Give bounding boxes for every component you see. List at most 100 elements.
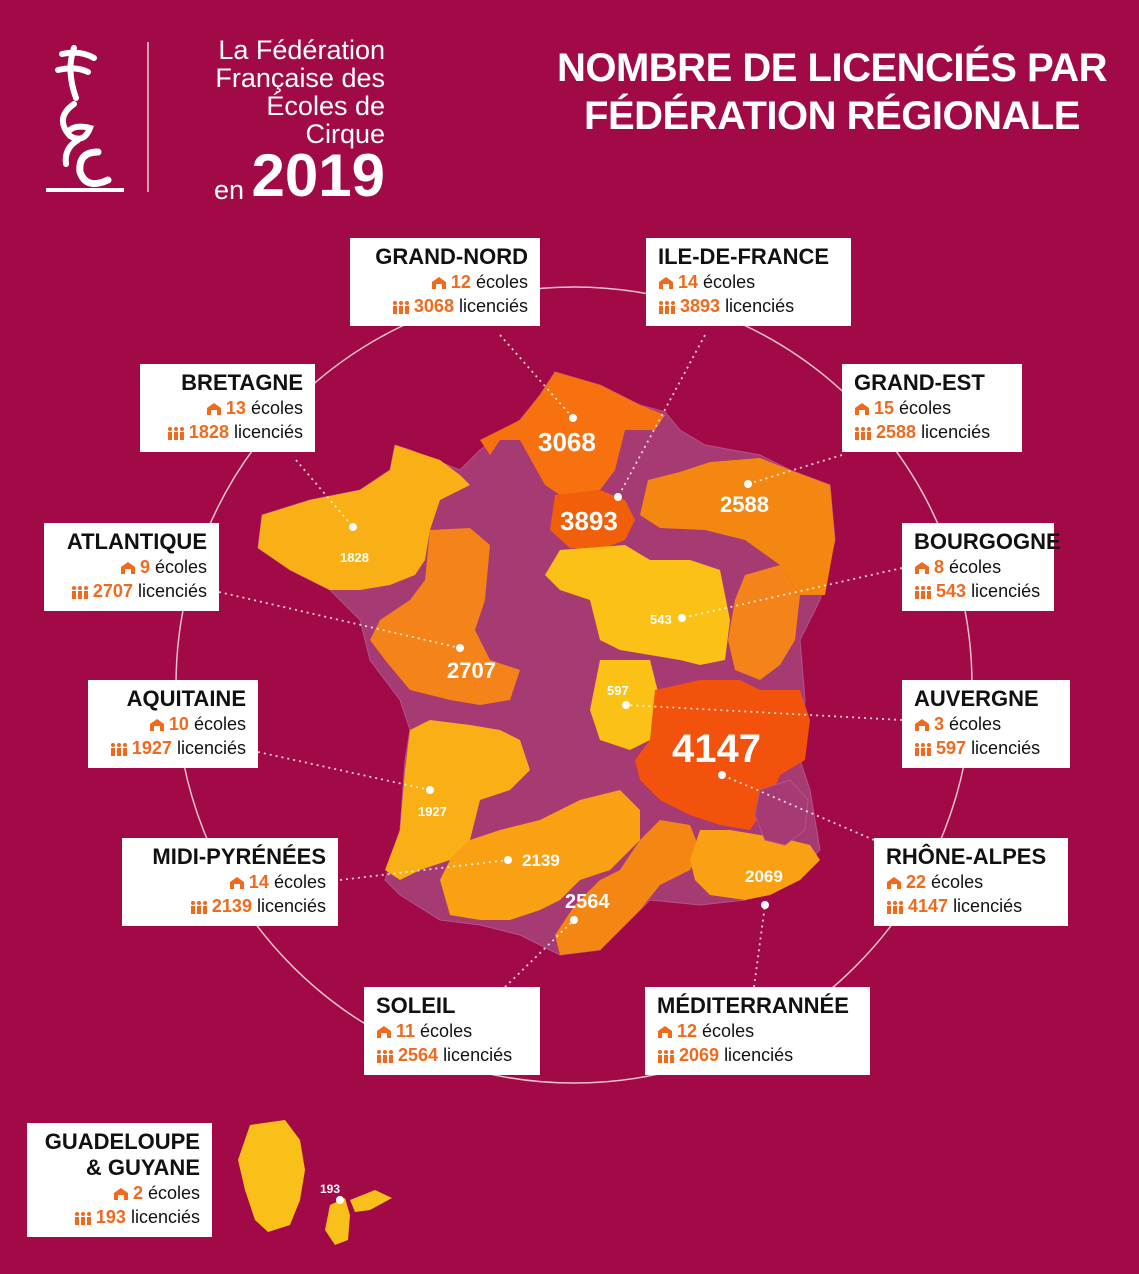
map-label-grand-nord: 3068: [538, 427, 596, 457]
region-box-guadeloupe-guyane: GUADELOUPE & GUYANE 2 écoles 193 licenci…: [27, 1123, 212, 1237]
map-label-ile-de-france: 3893: [560, 506, 618, 536]
map-label-auvergne: 597: [607, 683, 629, 698]
licences-line: 1927 licenciés: [100, 736, 246, 760]
region-name: GRAND-NORD: [375, 244, 528, 269]
region-box-auvergne: AUVERGNE 3 écoles 597 licenciés: [902, 680, 1070, 768]
licences-line: 2707 licenciés: [56, 579, 207, 603]
schools-line: 10 écoles: [100, 712, 246, 736]
school-icon: [113, 1188, 128, 1201]
title-line-1: NOMBRE DE LICENCIÉS PAR: [556, 46, 1108, 90]
region-name: AQUITAINE: [126, 686, 246, 711]
region-name: RHÔNE-ALPES: [886, 844, 1047, 869]
region-grand-est: [640, 458, 835, 595]
licences-line: 4147 licenciés: [886, 894, 1056, 918]
region-bretagne: [258, 445, 470, 590]
people-icon: [392, 301, 409, 315]
school-icon: [431, 277, 446, 290]
map-label-midi-pyrenees: 2139: [522, 851, 560, 870]
school-icon: [206, 403, 221, 416]
region-name: AUVERGNE: [914, 686, 1039, 711]
school-icon: [658, 1026, 672, 1039]
title-line-2: FÉDÉRATION RÉGIONALE: [584, 94, 1080, 138]
region-name-2: & GUYANE: [85, 1155, 200, 1180]
region-box-mediterranee: MÉDITERRANNÉE 12 écoles 2069 licenciés: [645, 987, 870, 1075]
licences-line: 2564 licenciés: [376, 1043, 528, 1067]
school-icon: [855, 403, 869, 416]
org-year-line: en 2019: [180, 146, 385, 206]
people-icon: [74, 1212, 91, 1226]
org-line-1: La Fédération: [218, 35, 385, 65]
org-line-3: Écoles de Cirque: [266, 91, 385, 149]
licences-line: 193 licenciés: [39, 1205, 200, 1229]
schools-line: 12 écoles: [362, 270, 528, 294]
map-label-guadeloupe-guyane: 193: [320, 1182, 340, 1196]
region-name: GRAND-EST: [854, 370, 985, 395]
region-name: BRETAGNE: [181, 370, 303, 395]
schools-line: 22 écoles: [886, 870, 1056, 894]
school-icon: [377, 1026, 391, 1039]
people-icon: [855, 427, 871, 441]
region-guadeloupe: [325, 1190, 392, 1245]
licences-line: 2588 licenciés: [854, 420, 1010, 444]
people-icon: [658, 1050, 674, 1064]
region-guyane: [238, 1120, 305, 1232]
header-divider: [147, 42, 149, 192]
region-atlantique: [370, 528, 520, 705]
page-title: NOMBRE DE LICENCIÉS PAR FÉDÉRATION RÉGIO…: [556, 44, 1108, 140]
schools-line: 8 écoles: [914, 555, 1042, 579]
region-aquitaine: [385, 720, 530, 880]
map-label-bretagne: 1828: [340, 550, 369, 565]
region-box-rhone-alpes: RHÔNE-ALPES 22 écoles 4147 licenciés: [874, 838, 1068, 926]
people-icon: [190, 901, 207, 915]
region-box-bretagne: BRETAGNE 13 écoles 1828 licenciés: [140, 364, 315, 452]
region-box-bourgogne: BOURGOGNE 8 écoles 543 licenciés: [902, 523, 1061, 611]
region-midi-pyrenees: [440, 790, 640, 920]
people-icon: [377, 1050, 393, 1064]
region-purple-east: [754, 779, 809, 846]
region-mediterranee: [690, 830, 820, 900]
region-box-grand-est: GRAND-EST 15 écoles 2588 licenciés: [842, 364, 1022, 452]
licences-line: 3893 licenciés: [658, 294, 839, 318]
schools-line: 12 écoles: [657, 1019, 858, 1043]
map-label-soleil: 2564: [565, 891, 610, 913]
region-dots: [336, 414, 769, 1204]
people-icon: [110, 743, 127, 757]
org-en: en: [213, 175, 244, 205]
schools-line: 3 écoles: [914, 712, 1058, 736]
map-label-aquitaine: 1927: [418, 804, 447, 819]
leader-lines: [218, 334, 903, 988]
region-name: ATLANTIQUE: [66, 529, 207, 554]
licences-line: 543 licenciés: [914, 579, 1042, 603]
schools-line: 15 écoles: [854, 396, 1010, 420]
map-label-grand-est: 2588: [720, 492, 769, 517]
schools-line: 13 écoles: [152, 396, 303, 420]
region-box-atlantique: ATLANTIQUE 9 écoles 2707 licenciés: [44, 523, 219, 611]
region-name: BOURGOGNE: [914, 529, 1061, 554]
region-box-soleil: SOLEIL 11 écoles 2564 licenciés: [364, 987, 540, 1075]
school-icon: [229, 877, 244, 890]
people-icon: [71, 586, 88, 600]
region-box-grand-nord: GRAND-NORD 12 écoles 3068 licenciés: [350, 238, 540, 326]
region-name: GUADELOUPE: [44, 1129, 200, 1154]
licences-line: 597 licenciés: [914, 736, 1058, 760]
map-label-atlantique: 2707: [447, 658, 496, 683]
licences-line: 2069 licenciés: [657, 1043, 858, 1067]
region-grand-est-south: [728, 565, 800, 680]
licences-line: 1828 licenciés: [152, 420, 303, 444]
people-icon: [659, 301, 675, 315]
schools-line: 14 écoles: [658, 270, 839, 294]
organization-name: La Fédération Française des Écoles de Ci…: [180, 35, 385, 206]
region-name: SOLEIL: [376, 993, 456, 1018]
region-box-ile-de-france: ILE-DE-FRANCE 14 écoles 3893 licenciés: [646, 238, 851, 326]
licences-line: 2139 licenciés: [134, 894, 326, 918]
region-name: MÉDITERRANNÉE: [657, 993, 849, 1018]
schools-line: 14 écoles: [134, 870, 326, 894]
people-icon: [915, 743, 931, 757]
schools-line: 9 écoles: [56, 555, 207, 579]
region-grand-nord: [480, 372, 665, 495]
year: 2019: [251, 142, 385, 209]
ffec-logo: [46, 45, 124, 192]
people-icon: [167, 427, 184, 441]
region-bourgogne: [545, 545, 730, 665]
